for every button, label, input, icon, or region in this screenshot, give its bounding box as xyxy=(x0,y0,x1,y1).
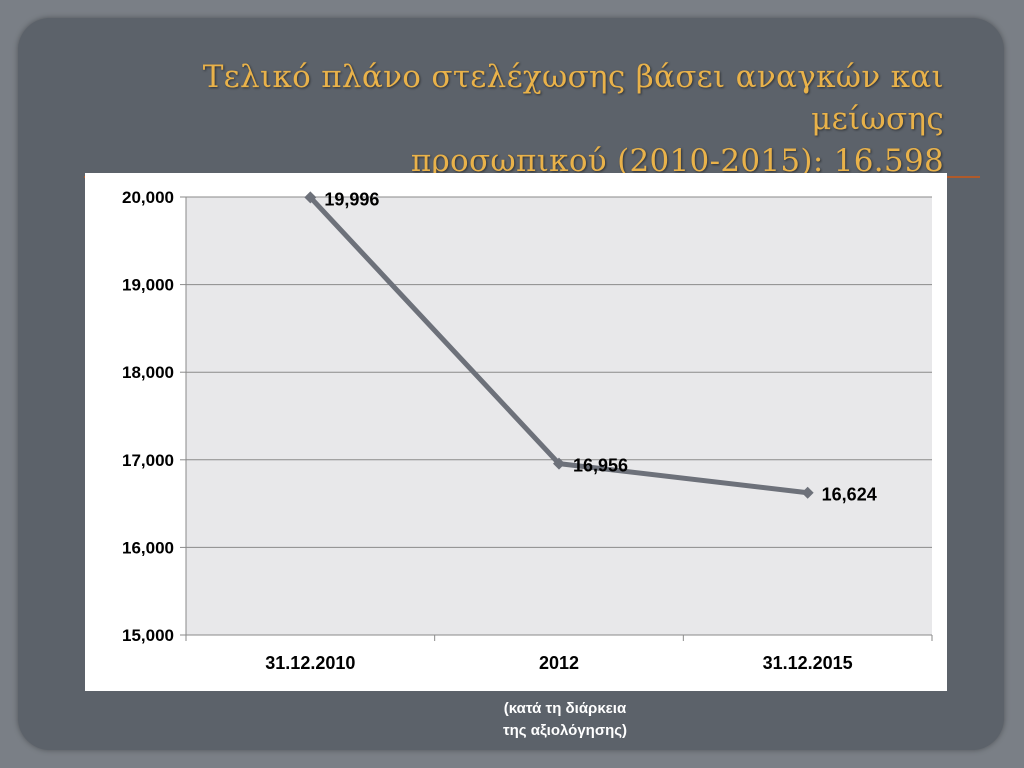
y-tick-label: 16,000 xyxy=(122,538,174,557)
y-tick-label: 20,000 xyxy=(122,188,174,207)
y-tick-label: 15,000 xyxy=(122,626,174,645)
data-labels: 19,996 16,956 16,624 xyxy=(324,189,876,504)
chart-panel: 15,000 16,000 17,000 18,000 19,000 20,000 31.… xyxy=(85,173,947,691)
y-tick-label: 19,000 xyxy=(122,276,174,295)
data-label: 16,624 xyxy=(822,485,877,505)
footnote-line-1: (κατά τη διάρκεια xyxy=(503,700,627,717)
data-label: 19,996 xyxy=(324,189,379,209)
data-label: 16,956 xyxy=(573,456,628,476)
x-tick-label: 2012 xyxy=(539,653,579,673)
data-point-marker xyxy=(801,486,814,499)
y-tick-label: 18,000 xyxy=(122,363,174,382)
footnote-line-2: της αξιολόγησης) xyxy=(502,722,628,739)
footnote: (κατά τη διάρκεια της αξιολόγησης) xyxy=(460,698,670,742)
plot-area xyxy=(186,197,932,635)
axes xyxy=(185,197,932,636)
line-chart: 15,000 16,000 17,000 18,000 19,000 20,000 31.… xyxy=(122,188,933,673)
data-point-marker xyxy=(553,457,565,470)
x-axis-ticks: 31.12.2010 2012 31.12.2015 xyxy=(185,635,933,673)
x-tick-label: 31.12.2015 xyxy=(763,653,853,673)
x-tick-label: 31.12.2010 xyxy=(265,653,355,673)
y-axis-ticks: 15,000 16,000 17,000 18,000 19,000 20,000 xyxy=(122,188,186,645)
slide-title: Τελικό πλάνο στελέχωσης βάσει αναγκών κα… xyxy=(64,56,944,182)
slide-title-line-1: Τελικό πλάνο στελέχωσης βάσει αναγκών κα… xyxy=(202,59,944,137)
data-point-marker xyxy=(304,191,317,204)
y-tick-label: 17,000 xyxy=(122,451,174,470)
series-line xyxy=(304,191,814,499)
